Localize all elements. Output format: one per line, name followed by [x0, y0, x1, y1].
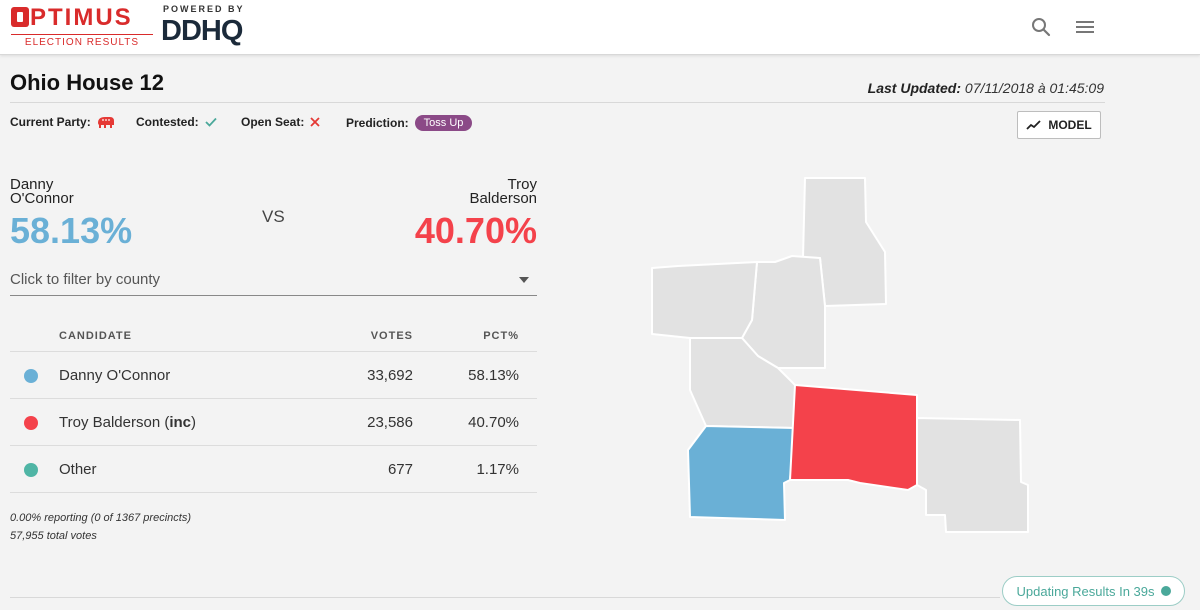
open-seat-label: Open Seat: — [241, 115, 305, 129]
brand-subtitle: ELECTION RESULTS — [11, 34, 153, 48]
optimus-logo[interactable]: PTIMUS ELECTION RESULTS — [11, 4, 153, 48]
prediction: Prediction: Toss Up — [346, 115, 473, 131]
candidate-pct: 1.17% — [413, 445, 519, 493]
header-votes: VOTES — [307, 320, 413, 352]
candidate-pct: 40.70% — [413, 398, 519, 446]
candidate-votes: 33,692 — [307, 351, 413, 399]
county-east[interactable] — [916, 417, 1029, 533]
right-candidate-last: Balderson — [469, 190, 537, 207]
vs-label: VS — [262, 207, 285, 226]
other-color-dot — [24, 462, 38, 477]
last-updated: Last Updated: 07/11/2018 à 01:45:09 — [868, 80, 1104, 96]
trend-line-icon — [1026, 120, 1041, 130]
table-row: Troy Balderson (inc) 23,586 40.70% — [10, 398, 537, 446]
candidate-pct: 58.13% — [413, 351, 519, 399]
last-updated-label: Last Updated: — [867, 80, 962, 96]
left-candidate-last: O'Connor — [10, 190, 74, 207]
header-pct: PCT% — [413, 320, 519, 352]
contested-label: Contested: — [136, 115, 199, 129]
header-candidate: CANDIDATE — [59, 320, 307, 352]
table-row: Danny O'Connor 33,692 58.13% — [10, 351, 537, 399]
checkmark-icon — [205, 117, 217, 127]
updating-results-indicator: Updating Results In 39s — [1002, 576, 1185, 606]
dem-color-dot — [24, 368, 38, 383]
left-candidate-first: Danny — [10, 176, 54, 193]
candidate-name: Other — [59, 445, 307, 493]
model-button-label: MODEL — [1048, 118, 1092, 132]
county-filter-placeholder: Click to filter by county — [10, 271, 161, 288]
candidate-name-cell: Troy Balderson (inc) — [59, 398, 307, 446]
left-candidate-pct: 58.13% — [10, 210, 133, 251]
county-map[interactable] — [640, 170, 1040, 540]
precincts-reporting: 0.00% reporting (0 of 1367 precincts) — [10, 512, 191, 524]
powered-by-label: POWERED BY — [163, 4, 245, 14]
right-candidate-name: Troy Balderson — [469, 176, 537, 207]
results-table: CANDIDATE VOTES PCT% Danny O'Connor 33,6… — [10, 320, 537, 493]
reporting-status: 0.00% reporting (0 of 1367 precincts) 57… — [10, 509, 191, 545]
bottom-divider — [10, 597, 1000, 598]
current-party: Current Party: — [10, 115, 115, 129]
county-center-rep[interactable] — [789, 384, 918, 491]
ddhq-logo[interactable]: POWERED BY DDHQ — [161, 4, 251, 48]
menu-icon[interactable] — [1074, 16, 1096, 38]
county-southwest-dem[interactable] — [687, 425, 796, 521]
brand-name: PTIMUS — [30, 4, 133, 31]
divider — [10, 102, 1105, 103]
page-title: Ohio House 12 — [10, 70, 165, 95]
table-row: Other 677 1.17% — [10, 445, 537, 493]
contested: Contested: — [136, 115, 217, 129]
top-bar: PTIMUS ELECTION RESULTS POWERED BY DDHQ — [0, 0, 1200, 55]
ddhq-wordmark: DDHQ — [161, 15, 243, 47]
prediction-label: Prediction: — [346, 116, 409, 130]
candidate-name: Danny O'Connor — [59, 351, 307, 399]
right-candidate-pct: 40.70% — [414, 210, 537, 251]
total-votes: 57,955 total votes — [10, 530, 97, 542]
rep-color-dot — [24, 415, 38, 430]
incumbent-marker: inc — [169, 413, 192, 431]
republican-elephant-icon — [97, 116, 114, 128]
candidate-name: Troy Balderson — [59, 413, 161, 431]
county-filter-dropdown[interactable]: Click to filter by county — [10, 266, 537, 296]
status-dot-icon — [1160, 586, 1171, 596]
search-icon[interactable] — [1030, 16, 1052, 38]
prediction-badge: Toss Up — [414, 115, 473, 131]
last-updated-value: 07/11/2018 à 01:45:09 — [964, 80, 1104, 96]
table-header-row: CANDIDATE VOTES PCT% — [10, 320, 537, 352]
candidate-votes: 677 — [307, 445, 413, 493]
cross-icon — [310, 117, 320, 127]
chevron-down-icon — [519, 277, 529, 283]
current-party-label: Current Party: — [10, 115, 91, 129]
right-candidate-first: Troy — [507, 176, 537, 193]
county-northwest[interactable] — [651, 261, 758, 339]
model-button[interactable]: MODEL — [1017, 111, 1101, 139]
optimus-o-icon — [11, 7, 29, 27]
candidate-votes: 23,586 — [307, 398, 413, 446]
updating-results-text: Updating Results In 39s — [1016, 583, 1155, 599]
open-seat: Open Seat: — [241, 115, 320, 129]
left-candidate-name: Danny O'Connor — [10, 176, 74, 207]
